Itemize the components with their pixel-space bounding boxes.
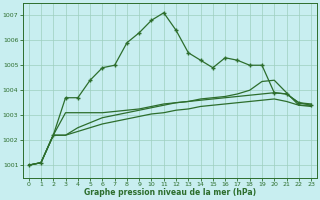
X-axis label: Graphe pression niveau de la mer (hPa): Graphe pression niveau de la mer (hPa) — [84, 188, 256, 197]
